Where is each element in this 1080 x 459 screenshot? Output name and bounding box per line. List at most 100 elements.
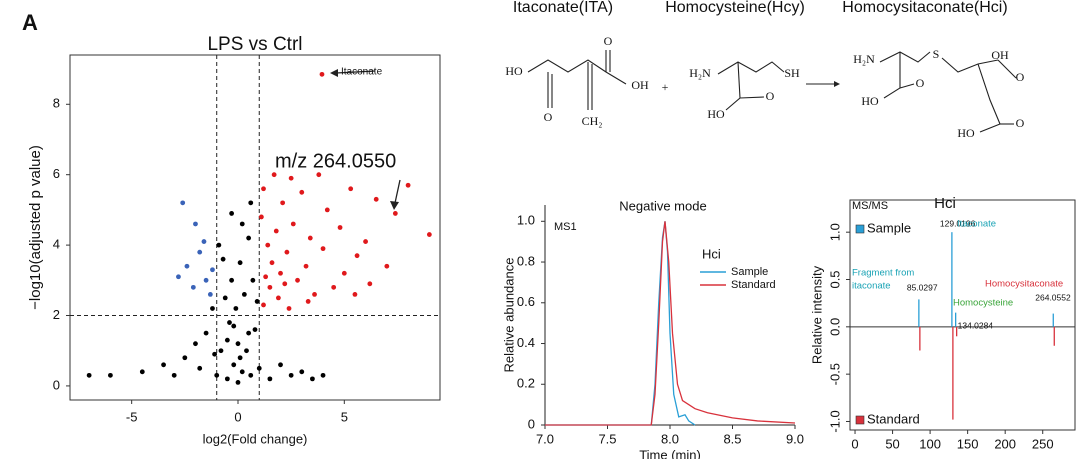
y-tick-label: 1.0: [517, 213, 535, 228]
data-point: [348, 186, 354, 192]
peak-label: 264.0552: [1035, 292, 1071, 302]
y-tick-label: 8: [53, 96, 60, 111]
data-point: [320, 246, 326, 252]
data-point: [237, 260, 243, 266]
data-point: [320, 372, 326, 378]
data-point: [258, 214, 264, 220]
data-point: [139, 369, 145, 375]
data-point: [299, 369, 305, 375]
data-point: [193, 341, 198, 347]
data-point: [171, 372, 177, 378]
data-point: [288, 175, 294, 181]
arrow-head: [390, 201, 399, 210]
plot-frame: [69, 54, 441, 401]
y-tick-label: 2: [53, 307, 60, 322]
data-point: [216, 242, 222, 248]
legend-swatch: [855, 224, 865, 234]
annotation: Homocysitaconate: [985, 279, 1063, 290]
data-point: [367, 281, 373, 287]
x-tick-label: 200: [994, 436, 1016, 451]
data-point: [331, 284, 337, 290]
y-tick-label: -0.5: [827, 363, 842, 385]
chart: 0 50 100 150 200 250 -1.0 -0.5 0.0 0.5 1.0 Relative…: [809, 195, 1076, 451]
data-point: [203, 277, 209, 283]
x-axis-label: Time (min): [639, 447, 701, 459]
data-point: [426, 232, 432, 237]
y-tick-label: -1.0: [827, 410, 842, 432]
data-point: [392, 211, 398, 216]
y-axis-label: Relative abundance: [501, 258, 516, 373]
data-point: [261, 186, 266, 192]
x-tick-label: 8.0: [661, 431, 679, 446]
y-tick-label: 0.2: [517, 376, 535, 391]
data-point: [190, 284, 196, 290]
data-point: [210, 306, 215, 311]
peak-label: 85.0297: [907, 282, 938, 292]
data-point: [273, 228, 279, 234]
data-point: [307, 235, 313, 241]
atom-label: O: [544, 110, 553, 124]
x-tick-label: 250: [1032, 436, 1054, 451]
atom-label: CH₂: [582, 114, 603, 128]
x-tick-label: 150: [957, 436, 979, 451]
data-point: [310, 376, 315, 382]
data-point: [275, 295, 281, 301]
data-point: [261, 302, 266, 308]
x-tick-label: 0: [234, 409, 241, 424]
legend-title: Hci: [702, 246, 721, 261]
data-point: [269, 260, 275, 266]
data-point: [319, 71, 325, 77]
data-point: [295, 277, 300, 283]
x-axis-label: log2(Fold change): [203, 431, 308, 446]
data-point: [108, 372, 113, 378]
y-tick-label: 0.6: [517, 294, 535, 309]
x-tick-label: 5: [341, 409, 348, 424]
data-point: [341, 270, 347, 276]
data-point: [207, 291, 213, 297]
atom-label: OH: [631, 78, 649, 92]
annotation: Fragment from: [852, 268, 914, 279]
annotation: MS1: [554, 221, 577, 233]
data-point: [237, 355, 243, 361]
data-point: [286, 306, 292, 311]
atom-label: HO: [505, 64, 523, 78]
data-point: [176, 274, 181, 280]
data-point: [212, 351, 217, 357]
annotation: Itaconate: [341, 67, 383, 78]
data-point: [324, 207, 330, 213]
annotation: itaconate: [852, 281, 891, 292]
data-point: [233, 306, 239, 311]
data-point: [235, 341, 241, 347]
x-tick-label: 8.5: [723, 431, 741, 446]
data-point: [86, 372, 92, 378]
data-point: [161, 362, 166, 368]
legend-label: Sample: [867, 220, 911, 235]
annotation-arrow: [335, 70, 376, 74]
x-tick-label: 0: [851, 436, 858, 451]
data-point: [210, 267, 215, 273]
atom-label: HO: [707, 107, 725, 121]
atom-label: HO: [861, 94, 879, 108]
y-tick-label: 1.0: [827, 223, 842, 241]
data-point: [246, 330, 252, 336]
x-tick-label: 7.5: [598, 431, 616, 446]
data-point: [363, 239, 368, 244]
compound-name: Homocysitaconate(Hci): [842, 0, 1007, 16]
data-point: [231, 323, 237, 329]
data-point: [224, 337, 230, 343]
data-point: [284, 249, 290, 255]
chart: -5 0 5 0 2 4 6 8 log2(Fold change) −log10(adjuste…: [27, 34, 441, 446]
arrow-head: [330, 69, 338, 77]
data-point: [265, 242, 271, 248]
atom-label: HO: [957, 126, 975, 140]
data-point: [218, 348, 224, 354]
data-point: [352, 291, 358, 297]
plot-frame: [849, 199, 1076, 431]
data-point: [263, 274, 269, 280]
panel-label: A: [22, 10, 38, 35]
data-point: [303, 263, 309, 269]
data-point: [197, 365, 203, 371]
y-tick-label: 4: [53, 237, 60, 252]
data-point: [197, 249, 203, 255]
